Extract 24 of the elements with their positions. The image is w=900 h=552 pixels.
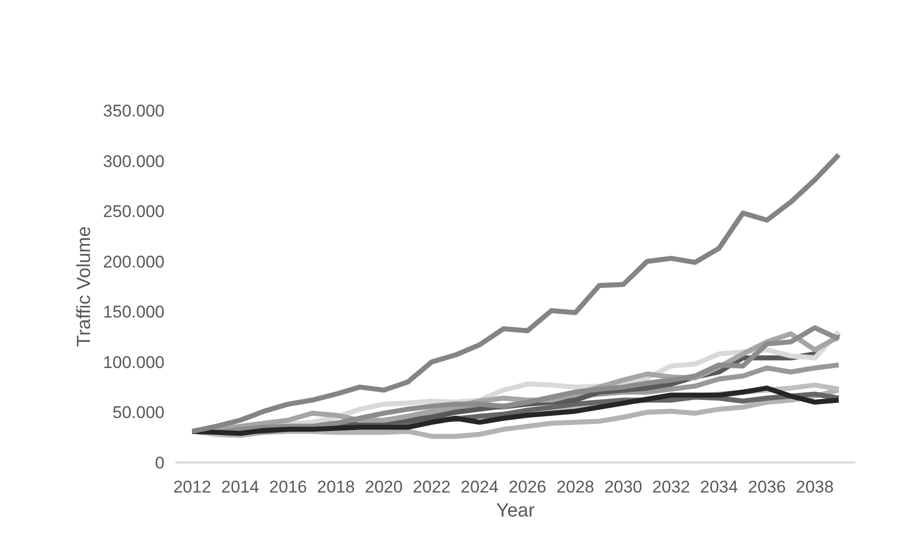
- x-tick-label: 2016: [269, 478, 307, 496]
- y-tick-label: 300.000: [103, 152, 164, 171]
- x-axis-title: Year: [496, 500, 536, 522]
- x-tick-label: 2026: [508, 478, 546, 496]
- x-tick-label: 2036: [748, 478, 786, 496]
- x-tick-label: 2012: [173, 478, 212, 496]
- x-tick-label: 2032: [652, 478, 690, 496]
- x-tick-label: 2014: [221, 478, 260, 496]
- y-tick-label: 150.000: [103, 302, 164, 322]
- x-tick-label: 2034: [700, 478, 738, 496]
- y-tick-label: 0: [155, 454, 165, 472]
- y-tick-label: 250.000: [103, 202, 164, 222]
- y-tick-label: 200.000: [103, 252, 164, 272]
- x-tick-label: 2020: [364, 478, 403, 496]
- y-axis-title: Traffic Volume: [74, 226, 96, 347]
- y-tick-label: 350.000: [103, 102, 164, 120]
- x-tick-label: 2024: [460, 478, 499, 496]
- y-tick-label: 100.000: [103, 352, 164, 372]
- y-tick-label: 50.000: [112, 403, 165, 422]
- x-tick-label: 2038: [796, 478, 834, 496]
- x-tick-label: 2030: [604, 478, 642, 496]
- x-tick-label: 2022: [412, 478, 451, 496]
- x-tick-label: 2028: [556, 478, 594, 496]
- x-tick-label: 2018: [317, 478, 355, 496]
